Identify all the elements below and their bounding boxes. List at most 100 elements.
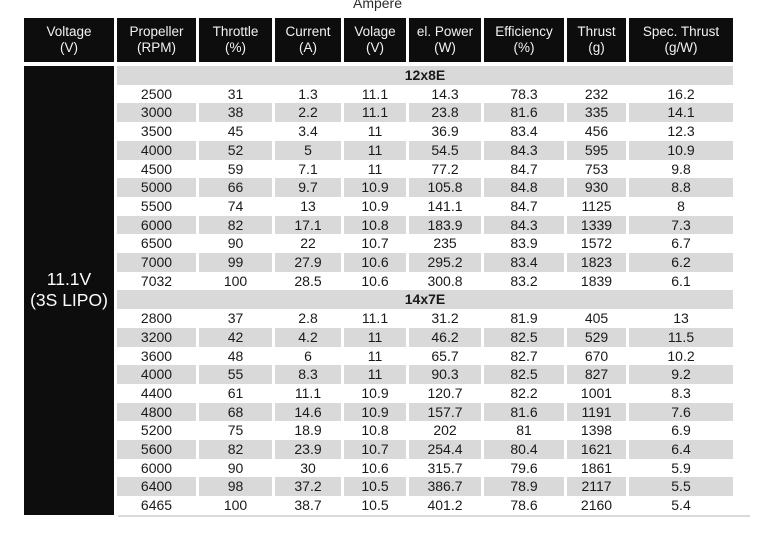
data-cell: 827 xyxy=(567,365,626,384)
table-header: Voltage (V) Propeller (RPM) Throttle (%) Cu… xyxy=(24,18,733,66)
data-cell: 78.9 xyxy=(484,477,564,497)
data-cell: 11 xyxy=(344,140,406,160)
column-header-propeller: Propeller (RPM) xyxy=(117,18,196,62)
data-cell: 11.1 xyxy=(344,103,406,123)
data-cell: 529 xyxy=(567,327,626,347)
data-row: 2800 37 2.8 11.1 31.2 81.9 405 13 xyxy=(24,309,733,328)
data-cell: 6 xyxy=(275,346,341,366)
data-cell: 9.7 xyxy=(275,178,341,197)
data-cell: 82.7 xyxy=(484,346,564,366)
data-row: 5600 82 23.9 10.7 254.4 80.4 1621 6.4 xyxy=(24,440,733,459)
data-cell: 10.5 xyxy=(344,477,406,497)
data-cell: 405 xyxy=(567,309,626,328)
propeller-section-label: 14x7E xyxy=(117,290,733,310)
data-row: 7000 99 27.9 10.6 295.2 83.4 1823 6.2 xyxy=(24,253,733,272)
data-cell: 90 xyxy=(199,234,272,254)
data-cell: 6000 xyxy=(117,458,196,478)
data-cell: 65.7 xyxy=(409,346,481,366)
column-header-el-power: el. Power (W) xyxy=(409,18,481,62)
data-cell: 6000 xyxy=(117,215,196,235)
data-cell: 11 xyxy=(344,346,406,366)
data-cell: 100 xyxy=(199,271,272,291)
data-cell: 10.6 xyxy=(344,271,406,291)
data-row: 4800 68 14.6 10.9 157.7 81.6 1191 7.6 xyxy=(24,402,733,422)
data-cell: 11 xyxy=(344,159,406,179)
data-cell: 98 xyxy=(199,477,272,497)
data-row: 5200 75 18.9 10.8 202 81 1398 6.9 xyxy=(24,421,733,441)
column-header-volage: Volage (V) xyxy=(344,18,406,62)
data-cell: 81 xyxy=(484,421,564,441)
data-cell: 1621 xyxy=(567,440,626,459)
header-row: Voltage (V) Propeller (RPM) Throttle (%) Cu… xyxy=(24,18,733,62)
data-row: 4400 61 11.1 10.9 120.7 82.2 1001 8.3 xyxy=(24,383,733,403)
data-cell: 6400 xyxy=(117,477,196,497)
data-cell: 4000 xyxy=(117,365,196,384)
data-cell: 930 xyxy=(567,178,626,197)
data-cell: 11.1 xyxy=(275,383,341,403)
data-cell: 1861 xyxy=(567,458,626,478)
data-cell: 595 xyxy=(567,140,626,160)
data-cell: 13 xyxy=(629,309,733,328)
data-cell: 23.8 xyxy=(409,103,481,123)
data-cell: 90 xyxy=(199,458,272,478)
data-cell: 11 xyxy=(344,122,406,141)
data-cell: 83.9 xyxy=(484,234,564,254)
data-cell: 68 xyxy=(199,402,272,422)
data-cell: 2.8 xyxy=(275,309,341,328)
data-cell: 2800 xyxy=(117,309,196,328)
data-cell: 90.3 xyxy=(409,365,481,384)
data-cell: 1339 xyxy=(567,215,626,235)
data-cell: 37.2 xyxy=(275,477,341,497)
data-cell: 81.6 xyxy=(484,103,564,123)
header-body-gap xyxy=(24,62,733,66)
data-cell: 38 xyxy=(199,103,272,123)
data-cell: 1125 xyxy=(567,196,626,216)
data-cell: 295.2 xyxy=(409,253,481,272)
data-cell: 54.5 xyxy=(409,140,481,160)
data-cell: 315.7 xyxy=(409,458,481,478)
data-cell: 84.3 xyxy=(484,140,564,160)
section-row-12x8E: 11.1V (3S LIPO) 12x8E xyxy=(24,66,733,515)
data-cell: 3600 xyxy=(117,346,196,366)
data-cell: 335 xyxy=(567,103,626,123)
column-header-thrust: Thrust (g) xyxy=(567,18,626,62)
data-cell: 157.7 xyxy=(409,402,481,422)
data-cell: 23.9 xyxy=(275,440,341,459)
data-cell: 100 xyxy=(199,496,272,515)
data-cell: 55 xyxy=(199,365,272,384)
data-cell: 5.5 xyxy=(629,477,733,497)
data-cell: 10.9 xyxy=(344,196,406,216)
data-cell: 99 xyxy=(199,253,272,272)
data-cell: 9.8 xyxy=(629,159,733,179)
data-row: 3500 45 3.4 11 36.9 83.4 456 12.3 xyxy=(24,122,733,141)
data-cell: 753 xyxy=(567,159,626,179)
data-cell: 78.6 xyxy=(484,496,564,515)
data-cell: 14.1 xyxy=(629,103,733,123)
data-cell: 5600 xyxy=(117,440,196,459)
data-cell: 11.1 xyxy=(344,309,406,328)
data-cell: 6500 xyxy=(117,234,196,254)
data-cell: 4400 xyxy=(117,383,196,403)
data-cell: 8.8 xyxy=(629,178,733,197)
data-cell: 46.2 xyxy=(409,327,481,347)
data-cell: 48 xyxy=(199,346,272,366)
data-cell: 670 xyxy=(567,346,626,366)
data-row: 6465 100 38.7 10.5 401.2 78.6 2160 5.4 xyxy=(24,496,733,515)
data-cell: 4800 xyxy=(117,402,196,422)
data-cell: 4.2 xyxy=(275,327,341,347)
data-cell: 1001 xyxy=(567,383,626,403)
data-cell: 18.9 xyxy=(275,421,341,441)
data-cell: 31 xyxy=(199,84,272,104)
data-cell: 2500 xyxy=(117,84,196,104)
data-row: 3000 38 2.2 11.1 23.8 81.6 335 14.1 xyxy=(24,103,733,123)
data-cell: 36.9 xyxy=(409,122,481,141)
data-cell: 8.3 xyxy=(275,365,341,384)
data-cell: 7000 xyxy=(117,253,196,272)
data-row: 4500 59 7.1 11 77.2 84.7 753 9.8 xyxy=(24,159,733,179)
data-cell: 82.5 xyxy=(484,327,564,347)
data-cell: 77.2 xyxy=(409,159,481,179)
data-cell: 75 xyxy=(199,421,272,441)
data-row: 4000 55 8.3 11 90.3 82.5 827 9.2 xyxy=(24,365,733,384)
column-header-current: Current (A) xyxy=(275,18,341,62)
column-header-spec-thrust: Spec. Thrust (g/W) xyxy=(629,18,733,62)
